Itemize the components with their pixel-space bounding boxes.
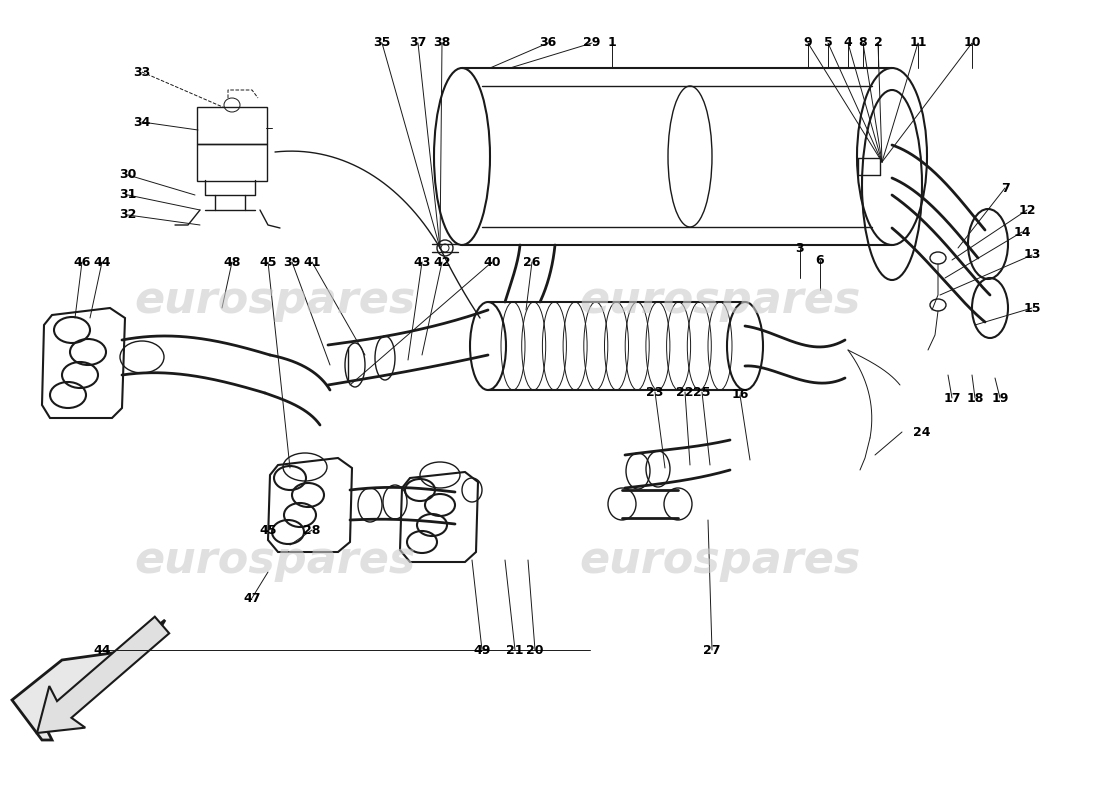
Text: 23: 23 — [647, 386, 663, 398]
Text: 44: 44 — [94, 643, 111, 657]
Text: eurospares: eurospares — [134, 538, 416, 582]
Text: 33: 33 — [133, 66, 151, 78]
Text: 22: 22 — [676, 386, 694, 398]
Text: 12: 12 — [1019, 203, 1036, 217]
Text: 38: 38 — [433, 37, 451, 50]
Text: 27: 27 — [703, 643, 720, 657]
Text: 42: 42 — [433, 255, 451, 269]
Text: eurospares: eurospares — [580, 538, 860, 582]
Text: 9: 9 — [804, 37, 812, 50]
Text: 44: 44 — [94, 255, 111, 269]
Text: eurospares: eurospares — [580, 278, 860, 322]
Text: 37: 37 — [409, 37, 427, 50]
Text: 30: 30 — [119, 169, 136, 182]
Text: 46: 46 — [74, 255, 90, 269]
Text: 20: 20 — [526, 643, 543, 657]
Text: 14: 14 — [1013, 226, 1031, 238]
Text: 13: 13 — [1023, 249, 1041, 262]
Text: 32: 32 — [119, 209, 136, 222]
Text: 17: 17 — [944, 391, 960, 405]
Text: 10: 10 — [964, 37, 981, 50]
Text: 1: 1 — [607, 37, 616, 50]
Text: 35: 35 — [373, 37, 390, 50]
Text: 18: 18 — [966, 391, 983, 405]
Text: 36: 36 — [539, 37, 557, 50]
Text: 19: 19 — [991, 391, 1009, 405]
Text: 6: 6 — [816, 254, 824, 266]
Text: 15: 15 — [1023, 302, 1041, 314]
Text: 28: 28 — [304, 523, 321, 537]
Text: 48: 48 — [223, 255, 241, 269]
Text: 40: 40 — [483, 255, 500, 269]
Text: 43: 43 — [414, 255, 431, 269]
Text: 45: 45 — [260, 523, 277, 537]
Text: 8: 8 — [859, 37, 867, 50]
Text: 25: 25 — [693, 386, 711, 398]
Text: 16: 16 — [732, 389, 749, 402]
Text: 39: 39 — [284, 255, 300, 269]
Text: 26: 26 — [524, 255, 541, 269]
Text: 41: 41 — [304, 255, 321, 269]
Text: 45: 45 — [260, 255, 277, 269]
Text: 31: 31 — [119, 189, 136, 202]
Text: 2: 2 — [873, 37, 882, 50]
Text: 49: 49 — [473, 643, 491, 657]
Text: 24: 24 — [913, 426, 931, 438]
Text: 21: 21 — [506, 643, 524, 657]
Text: eurospares: eurospares — [134, 278, 416, 322]
Text: 7: 7 — [1001, 182, 1010, 194]
Text: 29: 29 — [583, 37, 601, 50]
Text: 4: 4 — [844, 37, 852, 50]
Text: 5: 5 — [824, 37, 833, 50]
Polygon shape — [12, 620, 165, 740]
Text: 11: 11 — [910, 37, 926, 50]
Text: 34: 34 — [133, 115, 151, 129]
Text: 47: 47 — [243, 591, 261, 605]
FancyArrow shape — [37, 617, 169, 733]
Text: 3: 3 — [795, 242, 804, 254]
